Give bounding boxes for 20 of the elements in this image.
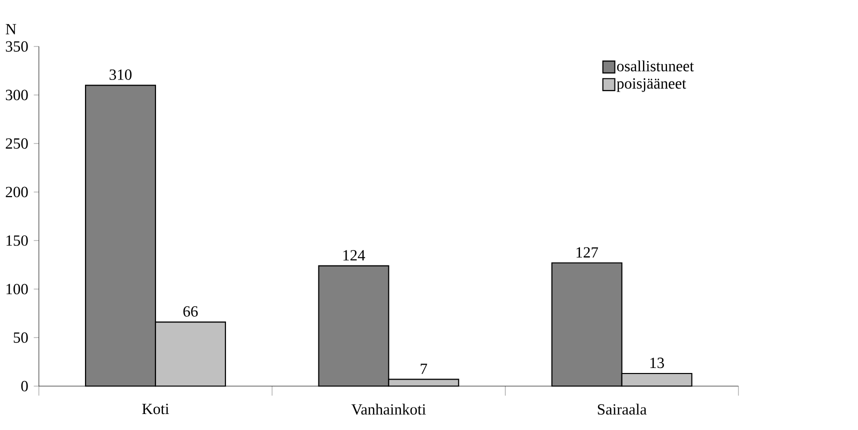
y-axis-title: N [6,24,16,34]
y-tick-label: 200 [6,186,28,198]
y-tick-label: 300 [6,90,28,100]
y-tick-label: 50 [14,332,28,343]
data-label: 127 [576,247,598,258]
data-label: 13 [650,358,664,368]
y-tick-label: 0 [21,380,28,392]
data-label: 124 [343,250,366,260]
legend-label: osallistuneet [617,60,694,72]
data-label: 310 [110,69,132,80]
data-label: 66 [183,306,198,317]
data-label: 7 [420,364,428,374]
legend-label: poisjääneet [616,78,686,92]
y-tick-label: 100 [6,284,28,294]
y-tick-label: 150 [6,235,28,246]
y-tick-label: 350 [6,41,28,52]
x-tick-label: Sairaala [598,404,647,415]
x-tick-label: Vanhainkoti [351,404,426,415]
y-tick-label: 250 [6,138,28,149]
x-tick-label: Koti [142,404,169,414]
